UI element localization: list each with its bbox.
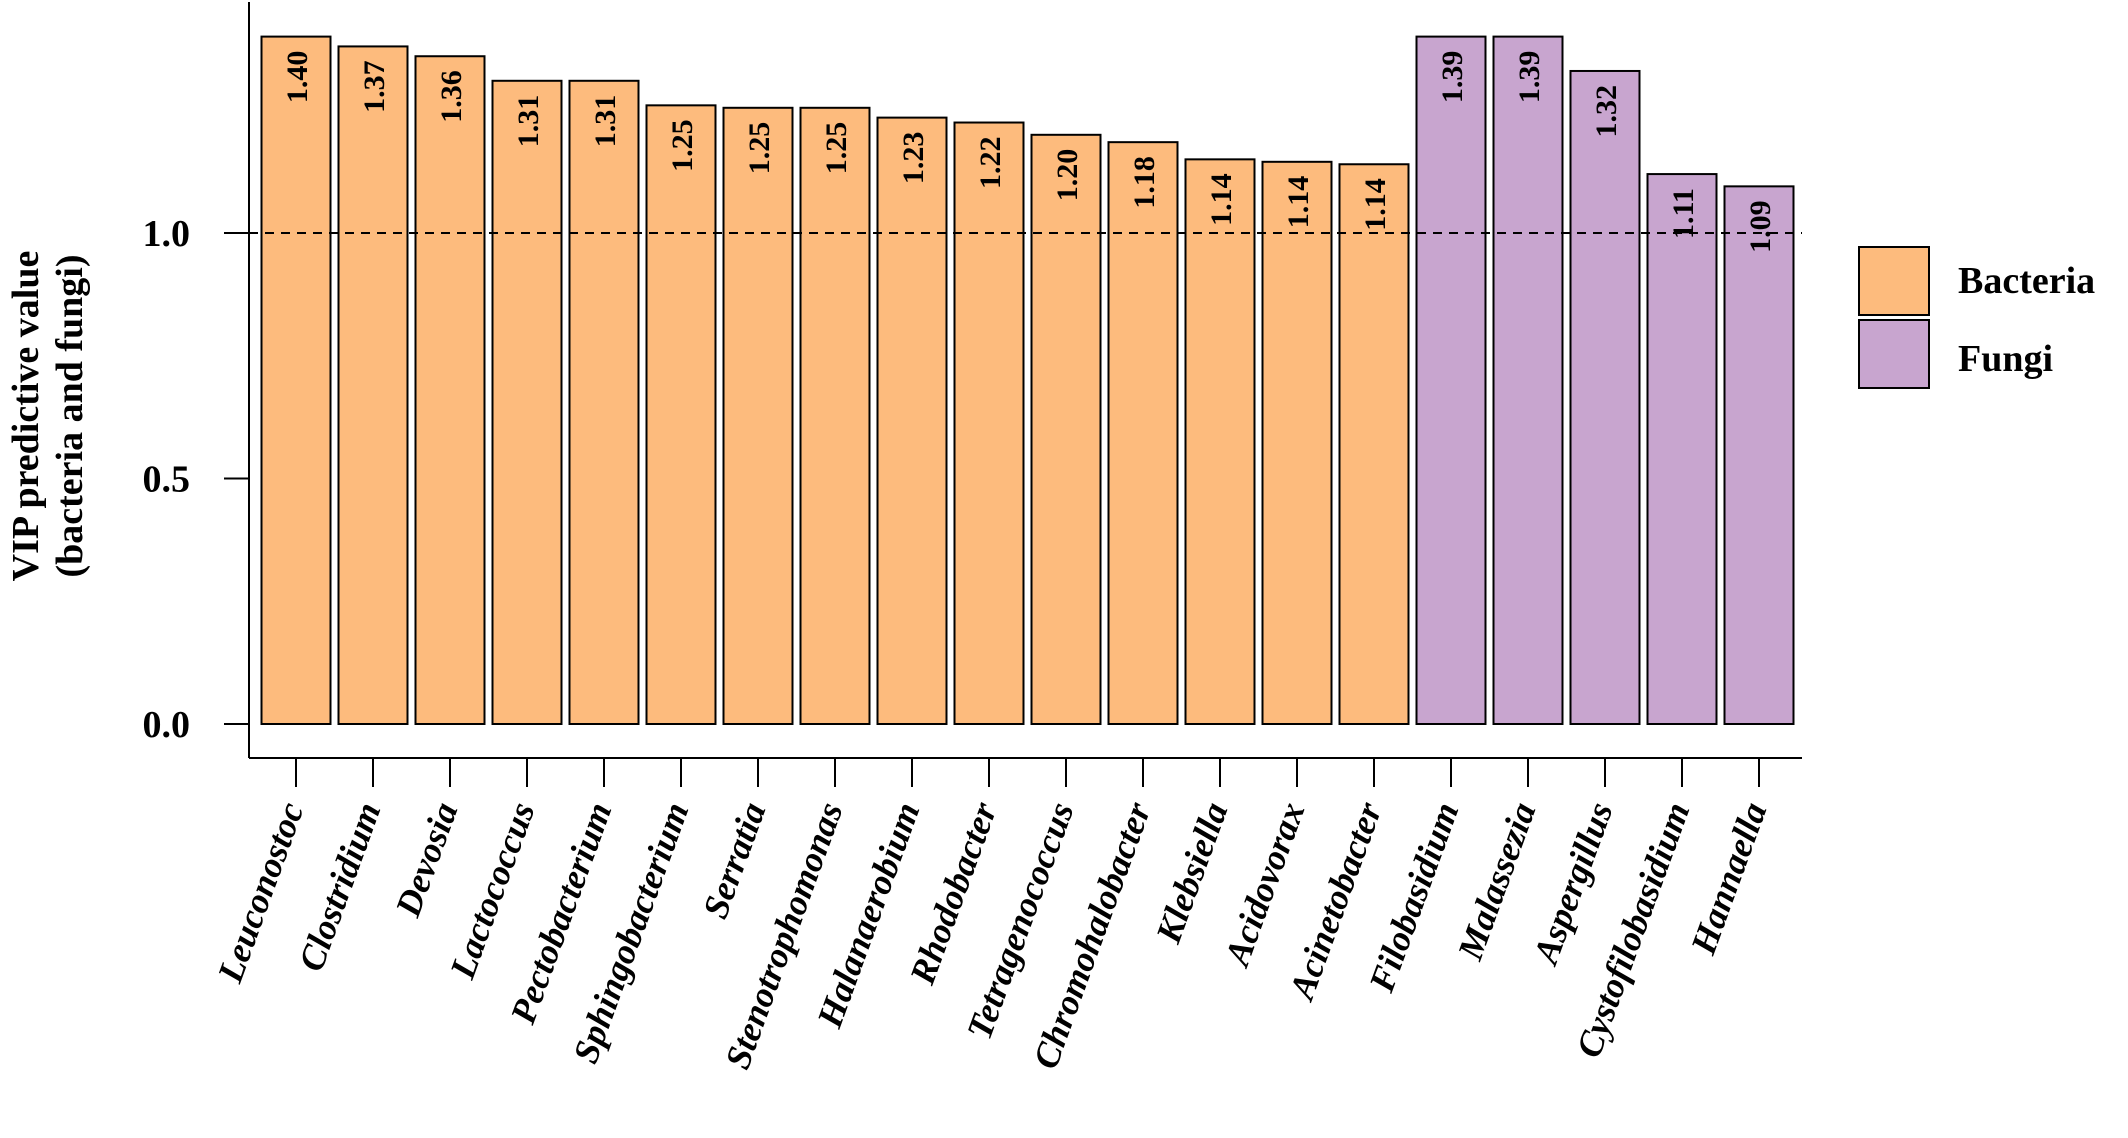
y-axis-title-line-1: VIP predictive value — [5, 251, 47, 582]
bar-serratia — [722, 106, 794, 726]
x-tick-label-hannaella: Hannaella — [1683, 797, 1775, 960]
data-label-filobasidium: 1.39 — [1436, 51, 1469, 104]
legend-swatch-fungi — [1858, 319, 1930, 389]
y-axis: 0.0 0.5 1.0 — [143, 2, 250, 758]
plot-area: 1.40 1.37 1.36 1.31 1.31 1.25 1.25 1.25 1.23 1.22… — [249, 35, 1802, 726]
bar-filobasidium — [1415, 35, 1487, 726]
data-label-aspergillus: 1.32 — [1590, 85, 1623, 138]
bar-hannaella — [1723, 185, 1795, 726]
legend: Bacteria Fungi — [1858, 246, 2095, 389]
bar-sphingobacterium — [645, 104, 717, 725]
bar-chromohalobacter — [1107, 141, 1179, 726]
data-label-tetragenococcus: 1.20 — [1051, 149, 1084, 202]
y-tick-label-0.5: 0.5 — [143, 459, 191, 501]
bar-acidovorax — [1261, 160, 1333, 725]
y-tick-label-0.0: 0.0 — [143, 704, 191, 746]
bar-acinetobacter — [1338, 163, 1410, 725]
data-label-leuconostoc: 1.40 — [281, 51, 314, 104]
bar-leuconostoc — [260, 35, 332, 726]
data-label-serratia: 1.25 — [743, 122, 776, 175]
data-label-devosia: 1.36 — [435, 70, 468, 123]
x-tick-label-malassezia: Malassezia — [1449, 797, 1543, 966]
bar-devosia — [414, 55, 486, 726]
data-label-halanaerobium: 1.23 — [897, 132, 930, 185]
x-tick-label-klebsiella: Klebsiella — [1148, 797, 1236, 949]
bar-klebsiella — [1184, 158, 1256, 726]
data-label-acinetobacter: 1.14 — [1359, 178, 1392, 231]
bar-lactococcus — [491, 79, 563, 726]
bar-cystofilobasidium — [1646, 173, 1718, 725]
data-label-stenotrophomonas: 1.25 — [820, 122, 853, 175]
x-tick-label-serratia: Serratia — [695, 797, 774, 923]
data-label-sphingobacterium: 1.25 — [666, 119, 699, 172]
legend-label-bacteria: Bacteria — [1958, 260, 2095, 302]
bar-tetragenococcus — [1030, 133, 1102, 726]
legend-swatch-bacteria — [1858, 246, 1930, 316]
bar-halanaerobium — [876, 116, 948, 726]
data-label-acidovorax: 1.14 — [1282, 176, 1315, 229]
data-label-clostridium: 1.37 — [358, 60, 391, 113]
data-label-chromohalobacter: 1.18 — [1128, 156, 1161, 209]
data-label-cystofilobasidium: 1.11 — [1667, 188, 1700, 239]
data-label-klebsiella: 1.14 — [1205, 173, 1238, 226]
data-label-pectobacterium: 1.31 — [589, 95, 622, 148]
y-axis-title-line-2: (bacteria and fungi) — [49, 255, 91, 578]
bar-pectobacterium — [568, 79, 640, 726]
y-tick-label-1.0: 1.0 — [143, 213, 191, 255]
bar-rhodobacter — [953, 121, 1025, 725]
bar-malassezia — [1492, 35, 1564, 726]
bar-stenotrophomonas — [799, 106, 871, 726]
bar-clostridium — [337, 45, 409, 726]
bar-aspergillus — [1569, 69, 1641, 726]
data-label-hannaella: 1.09 — [1744, 200, 1777, 253]
data-label-lactococcus: 1.31 — [512, 95, 545, 148]
x-tick-label-devosia: Devosia — [387, 797, 465, 922]
data-label-malassezia: 1.39 — [1513, 51, 1546, 104]
data-label-rhodobacter: 1.22 — [974, 137, 1007, 190]
legend-label-fungi: Fungi — [1958, 338, 2053, 380]
